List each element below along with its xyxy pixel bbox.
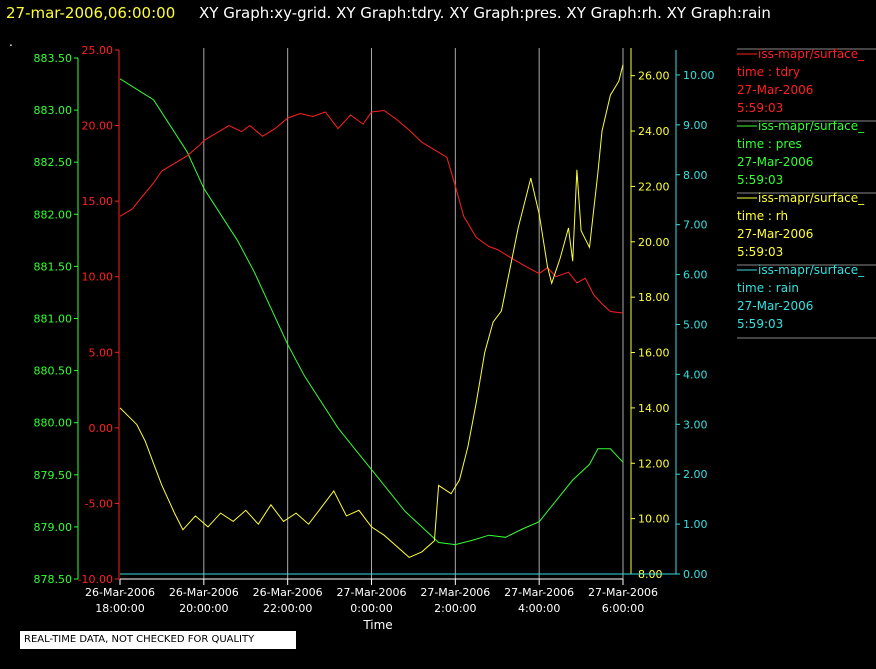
pres-tick-label: 883.50 — [34, 52, 73, 65]
tdry-tick-label: 20.00 — [82, 120, 114, 133]
tdry-series-line — [119, 109, 624, 314]
legend-series-var: time : pres — [737, 137, 802, 151]
rain-tick-label: 9.00 — [683, 119, 708, 132]
legend-series-date: 27-Mar-2006 — [737, 83, 813, 97]
rain-tick-label: 7.00 — [683, 219, 708, 232]
x-tick-date: 26-Mar-2006 — [85, 586, 155, 599]
x-tick-date: 27-Mar-2006 — [337, 586, 407, 599]
legend-series-name: iss-mapr/surface_ — [758, 263, 865, 277]
pres-tick-label: 882.50 — [34, 156, 73, 169]
x-tick-time: 0:00:00 — [350, 602, 392, 615]
x-axis: 26-Mar-2006 18:00:00 26-Mar-2006 20:00:00 26… — [85, 578, 658, 615]
rain-tick-label: 3.00 — [683, 418, 708, 431]
rain-tick-label: 10.00 — [683, 69, 715, 82]
pres-tick-label: 879.50 — [34, 469, 73, 482]
rain-tick-label: 1.00 — [683, 518, 708, 531]
rh-tick-label: 14.00 — [638, 402, 670, 415]
legend-series-date: 27-Mar-2006 — [737, 227, 813, 241]
legend-series-var: time : rh — [737, 209, 788, 223]
header-titles: XY Graph:xy-grid. XY Graph:tdry. XY Grap… — [199, 4, 771, 22]
pres-tick-label: 880.50 — [34, 365, 73, 378]
x-tick-time: 2:00:00 — [434, 602, 476, 615]
pres-tick-label: 879.00 — [34, 521, 73, 534]
x-tick-date: 27-Mar-2006 — [588, 586, 658, 599]
x-tick-time: 6:00:00 — [602, 602, 644, 615]
grid-lines — [203, 48, 624, 579]
legend-series-var: time : tdry — [737, 65, 800, 79]
tdry-tick-label: 15.00 — [82, 195, 114, 208]
tdry-tick-label: 25.00 — [82, 44, 114, 57]
legend-series-name: iss-mapr/surface_ — [758, 47, 865, 61]
rh-tick-label: 18.00 — [638, 291, 670, 304]
pres-tick-label: 882.00 — [34, 208, 73, 221]
rain-tick-label: 5.00 — [683, 318, 708, 331]
x-tick-date: 27-Mar-2006 — [420, 586, 490, 599]
axes: 878.50 879.00 879.50 880.00 880.50 881.00 881.… — [34, 44, 715, 586]
pres-series-line — [119, 78, 624, 546]
rh-tick-label: 26.00 — [638, 70, 670, 83]
pres-tick-label: 878.50 — [34, 573, 73, 586]
pres-tick-label: 880.00 — [34, 417, 73, 430]
rain-tick-label: 8.00 — [683, 169, 708, 182]
x-tick-date: 26-Mar-2006 — [169, 586, 239, 599]
x-tick-time: 22:00:00 — [263, 602, 312, 615]
x-axis-label: Time — [362, 618, 392, 632]
x-tick-date: 26-Mar-2006 — [253, 586, 323, 599]
rain-tick-label: 4.00 — [683, 368, 708, 381]
header-timestamp: 27-mar-2006,06:00:00 — [6, 4, 175, 22]
legend: iss-mapr/surface_time : tdry27-Mar-20065… — [737, 47, 876, 339]
x-tick-time: 4:00:00 — [518, 602, 560, 615]
legend-series-date: 27-Mar-2006 — [737, 299, 813, 313]
legend-series-time: 5:59:03 — [737, 245, 783, 259]
tdry-tick-label: 10.00 — [82, 271, 114, 284]
legend-series-name: iss-mapr/surface_ — [758, 119, 865, 133]
tdry-tick-label: -5.00 — [85, 497, 113, 510]
pres-tick-label: 881.50 — [34, 260, 73, 273]
rh-tick-label: 20.00 — [638, 236, 670, 249]
rain-tick-label: 0.00 — [683, 568, 708, 581]
x-tick-date: 27-Mar-2006 — [504, 586, 574, 599]
rh-tick-label: 16.00 — [638, 347, 670, 360]
rh-tick-label: 10.00 — [638, 513, 670, 526]
quality-note: REAL-TIME DATA, NOT CHECKED FOR QUALITY — [20, 631, 296, 649]
pres-tick-label: 881.00 — [34, 313, 73, 326]
legend-series-date: 27-Mar-2006 — [737, 155, 813, 169]
series-lines — [119, 64, 624, 575]
rh-series-line — [119, 64, 624, 558]
legend-series-name: iss-mapr/surface_ — [758, 191, 865, 205]
header-dot: . — [9, 35, 13, 49]
tdry-tick-label: -10.00 — [78, 573, 113, 586]
rh-tick-label: 22.00 — [638, 180, 670, 193]
pres-tick-label: 883.00 — [34, 104, 73, 117]
legend-series-time: 5:59:03 — [737, 101, 783, 115]
legend-series-var: time : rain — [737, 281, 799, 295]
tdry-tick-label: 0.00 — [89, 422, 114, 435]
rain-tick-label: 6.00 — [683, 269, 708, 282]
x-tick-time: 18:00:00 — [95, 602, 144, 615]
rain-tick-label: 2.00 — [683, 468, 708, 481]
legend-series-time: 5:59:03 — [737, 173, 783, 187]
rh-tick-label: 12.00 — [638, 457, 670, 470]
tdry-tick-label: 5.00 — [89, 346, 114, 359]
rh-tick-label: 24.00 — [638, 125, 670, 138]
x-tick-time: 20:00:00 — [179, 602, 228, 615]
legend-series-time: 5:59:03 — [737, 317, 783, 331]
